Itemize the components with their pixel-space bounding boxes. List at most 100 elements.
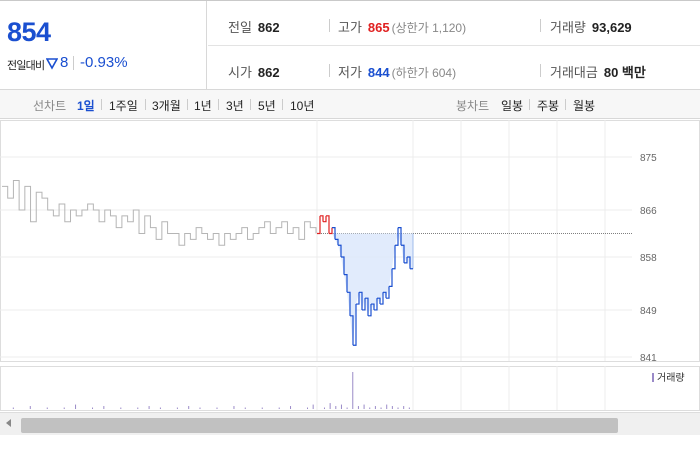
open-cell: 시가 862 xyxy=(228,62,280,81)
y-axis-labels: 875 866 858 849 841 xyxy=(640,153,657,364)
period-5y-button[interactable]: 5년 xyxy=(258,99,276,113)
volume-value: 93,629 xyxy=(591,20,632,35)
amount-cell: 거래대금 80 백만 xyxy=(550,62,646,81)
today-segment xyxy=(335,238,339,246)
y-tick-label: 858 xyxy=(640,253,657,264)
volume-label: 거래량 xyxy=(550,20,586,35)
open-label: 시가 xyxy=(228,65,252,80)
y-tick-label: 849 xyxy=(640,306,657,317)
horizontal-scrollbar[interactable] xyxy=(0,412,700,435)
period-1d-button[interactable]: 1일 xyxy=(77,99,95,113)
today-segment xyxy=(344,274,348,293)
today-segment xyxy=(383,291,387,299)
period-3m-button[interactable]: 3개월 xyxy=(152,99,181,113)
lower-limit: (하한가 604) xyxy=(391,66,457,80)
today-segment xyxy=(356,292,360,305)
today-segment xyxy=(332,226,336,240)
y-tick-label: 866 xyxy=(640,206,657,217)
history-line xyxy=(2,180,317,246)
weekly-candle-button[interactable]: 주봉 xyxy=(537,99,560,113)
volume-legend-swatch xyxy=(652,373,654,382)
below-prev-close-fill xyxy=(317,233,413,346)
daily-candle-button[interactable]: 일봉 xyxy=(501,99,524,113)
row-divider xyxy=(208,45,700,46)
low-value: 844 xyxy=(367,65,390,80)
today-segment xyxy=(320,215,324,222)
change-label: 전일대비 xyxy=(7,59,45,72)
chart-toolbar: 선차트 1일 1주일 3개월 1년 3년 5년 10년 봉차트 일봉 주봉 월봉 xyxy=(0,90,700,119)
change-value: 8 xyxy=(60,54,69,71)
y-tick-label: 841 xyxy=(640,353,657,364)
divider xyxy=(540,64,541,77)
quote-panel: 854 전일대비 8 -0.93% 전일 862 고가 865 (상한가 1,120)… xyxy=(0,0,700,90)
today-segment xyxy=(326,215,330,234)
today-segment xyxy=(371,303,375,310)
high-value: 865 xyxy=(367,20,390,35)
low-cell: 저가 844 (하한가 604) xyxy=(338,62,456,81)
divider xyxy=(73,56,74,70)
today-segment xyxy=(401,244,405,263)
today-segment xyxy=(359,291,363,310)
today-segment xyxy=(404,257,408,264)
price-box: 854 전일대비 8 -0.93% xyxy=(0,1,207,90)
today-segment xyxy=(347,291,351,316)
period-10y-button[interactable]: 10년 xyxy=(290,99,315,113)
today-segment xyxy=(317,215,321,235)
high-cell: 고가 865 (상한가 1,120) xyxy=(338,17,466,36)
low-label: 저가 xyxy=(338,65,362,80)
scroll-left-arrow-icon[interactable] xyxy=(6,419,11,427)
today-segment xyxy=(365,297,369,316)
down-triangle-icon xyxy=(46,58,58,70)
today-segment xyxy=(329,227,333,235)
prev-close-value: 862 xyxy=(257,20,280,35)
upper-limit: (상한가 1,120) xyxy=(391,21,467,35)
today-segment xyxy=(368,304,372,317)
y-tick-label: 875 xyxy=(640,153,657,164)
today-segment xyxy=(353,304,357,346)
line-chart-label: 선차트 xyxy=(33,99,67,113)
divider xyxy=(250,99,251,110)
today-segment xyxy=(398,226,402,246)
prev-close-label: 전일 xyxy=(228,20,252,35)
today-segment xyxy=(407,256,411,269)
today-segment xyxy=(386,286,390,299)
divider xyxy=(529,99,530,110)
today-segment xyxy=(362,298,366,311)
price-series xyxy=(2,180,414,346)
today-segment xyxy=(392,245,396,270)
divider xyxy=(282,99,283,110)
divider xyxy=(218,99,219,110)
today-segment xyxy=(377,297,381,305)
volume-legend: 거래량 xyxy=(657,372,685,384)
today-segment xyxy=(338,244,342,257)
open-value: 862 xyxy=(257,65,280,80)
divider xyxy=(329,19,330,32)
candle-chart-label: 봉차트 xyxy=(456,99,490,113)
today-segment xyxy=(389,268,393,288)
today-segment xyxy=(380,292,384,305)
today-segment xyxy=(350,315,354,346)
divider xyxy=(540,19,541,32)
today-segment xyxy=(374,298,378,311)
period-1y-button[interactable]: 1년 xyxy=(194,99,212,113)
amount-value: 80 백만 xyxy=(603,65,646,80)
period-3y-button[interactable]: 3년 xyxy=(226,99,244,113)
volume-cell: 거래량 93,629 xyxy=(550,17,632,36)
current-price: 854 xyxy=(7,17,51,47)
divider xyxy=(329,64,330,77)
monthly-candle-button[interactable]: 월봉 xyxy=(573,99,596,113)
price-chart[interactable]: 875 866 858 849 841 거래량 xyxy=(0,120,700,450)
prev-close-cell: 전일 862 xyxy=(228,17,280,36)
high-label: 고가 xyxy=(338,20,362,35)
today-segment xyxy=(341,256,345,275)
today-segment xyxy=(395,227,399,246)
divider xyxy=(565,99,566,110)
change-rate: -0.93% xyxy=(80,54,128,71)
amount-label: 거래대금 xyxy=(550,65,598,80)
volume-series xyxy=(12,372,410,409)
period-1w-button[interactable]: 1주일 xyxy=(109,99,138,113)
divider xyxy=(101,99,102,110)
scroll-thumb[interactable] xyxy=(21,418,618,433)
divider xyxy=(187,99,188,110)
today-segment xyxy=(323,215,327,223)
